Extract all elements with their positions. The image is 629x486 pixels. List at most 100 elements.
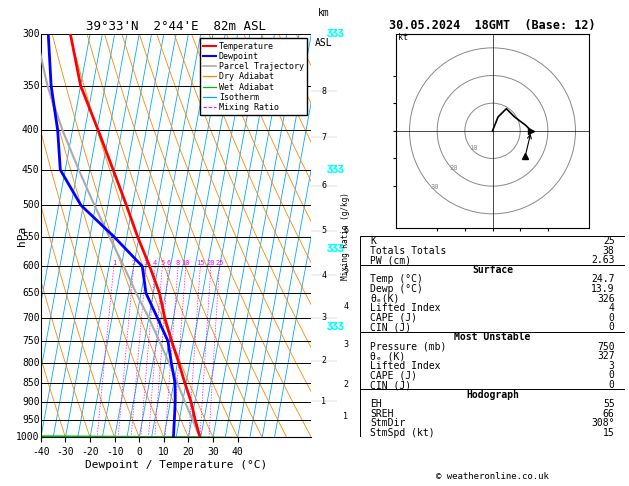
Text: Surface: Surface (472, 265, 513, 275)
Text: 900: 900 (22, 397, 40, 407)
Title: 39°33'N  2°44'E  82m ASL: 39°33'N 2°44'E 82m ASL (86, 20, 266, 33)
Text: 66: 66 (603, 409, 615, 419)
Text: 2.63: 2.63 (591, 255, 615, 265)
Text: 55: 55 (603, 399, 615, 409)
Text: 400: 400 (22, 125, 40, 136)
Text: 4: 4 (343, 302, 348, 311)
Text: 1000: 1000 (16, 433, 40, 442)
Bar (360, 332, 625, 389)
Text: 25: 25 (215, 260, 224, 266)
Text: Lifted Index: Lifted Index (370, 361, 441, 371)
Text: 25: 25 (603, 236, 615, 246)
Text: CIN (J): CIN (J) (370, 380, 411, 390)
Text: Dewp (°C): Dewp (°C) (370, 284, 423, 294)
Text: 20: 20 (450, 165, 458, 171)
Text: 350: 350 (22, 81, 40, 91)
Text: 600: 600 (22, 261, 40, 271)
Text: ƷƷƷ: ƷƷƷ (327, 165, 345, 175)
Text: 10: 10 (469, 145, 477, 151)
Text: 800: 800 (22, 358, 40, 367)
Text: 300: 300 (22, 29, 40, 39)
Text: 3: 3 (609, 361, 615, 371)
Text: 30.05.2024  18GMT  (Base: 12): 30.05.2024 18GMT (Base: 12) (389, 19, 596, 33)
Text: EH: EH (370, 399, 382, 409)
Text: Mixing Ratio (g/kg): Mixing Ratio (g/kg) (342, 192, 350, 279)
Text: CAPE (J): CAPE (J) (370, 370, 418, 381)
Text: Temp (°C): Temp (°C) (370, 275, 423, 284)
Text: 450: 450 (22, 165, 40, 175)
Text: 4: 4 (153, 260, 157, 266)
Text: 8: 8 (321, 87, 326, 96)
Text: 308°: 308° (591, 418, 615, 429)
Text: 5: 5 (160, 260, 164, 266)
Text: 5: 5 (343, 266, 348, 275)
Text: 30: 30 (430, 184, 438, 190)
Text: StmSpd (kt): StmSpd (kt) (370, 428, 435, 438)
Text: 2: 2 (321, 356, 326, 365)
Text: 700: 700 (22, 313, 40, 323)
Text: 15: 15 (603, 428, 615, 438)
Text: 4: 4 (321, 271, 326, 279)
Text: 10: 10 (182, 260, 190, 266)
Text: 3: 3 (144, 260, 148, 266)
Text: 1: 1 (321, 397, 326, 406)
Text: kt: kt (398, 33, 408, 41)
Text: 20: 20 (207, 260, 215, 266)
Bar (360, 236, 625, 264)
Text: ASL: ASL (315, 38, 333, 48)
Text: 38: 38 (603, 245, 615, 256)
Text: km: km (318, 8, 330, 18)
Text: hPa: hPa (17, 226, 27, 246)
Text: 2: 2 (131, 260, 136, 266)
Legend: Temperature, Dewpoint, Parcel Trajectory, Dry Adiabat, Wet Adiabat, Isotherm, Mi: Temperature, Dewpoint, Parcel Trajectory… (199, 38, 307, 115)
Text: 1: 1 (343, 412, 348, 421)
Text: 3: 3 (343, 340, 348, 349)
Text: θₑ(K): θₑ(K) (370, 294, 400, 304)
Text: 0: 0 (609, 313, 615, 323)
Text: 1: 1 (112, 260, 116, 266)
Text: 0: 0 (609, 380, 615, 390)
Text: 327: 327 (597, 351, 615, 361)
X-axis label: Dewpoint / Temperature (°C): Dewpoint / Temperature (°C) (85, 460, 267, 470)
Text: 5: 5 (321, 226, 326, 235)
Text: Hodograph: Hodograph (466, 390, 519, 399)
Text: 750: 750 (22, 336, 40, 346)
Text: 850: 850 (22, 378, 40, 388)
Text: StmDir: StmDir (370, 418, 406, 429)
Text: SREH: SREH (370, 409, 394, 419)
Text: 24.7: 24.7 (591, 275, 615, 284)
Text: θₑ (K): θₑ (K) (370, 351, 406, 361)
Text: 550: 550 (22, 232, 40, 242)
Text: Pressure (mb): Pressure (mb) (370, 342, 447, 352)
Text: 6: 6 (343, 226, 348, 235)
Text: K: K (370, 236, 376, 246)
Text: 15: 15 (196, 260, 204, 266)
Text: © weatheronline.co.uk: © weatheronline.co.uk (436, 472, 549, 481)
Text: 326: 326 (597, 294, 615, 304)
Text: ƷƷƷ: ƷƷƷ (327, 322, 345, 332)
Text: ƷƷƷ: ƷƷƷ (327, 244, 345, 254)
Text: 500: 500 (22, 200, 40, 210)
Text: 750: 750 (597, 342, 615, 352)
Text: ƷƷƷ: ƷƷƷ (327, 29, 345, 39)
Text: 3: 3 (321, 313, 326, 322)
Text: CIN (J): CIN (J) (370, 322, 411, 332)
Text: 0: 0 (609, 370, 615, 381)
Text: 8: 8 (176, 260, 181, 266)
Text: 6: 6 (321, 181, 326, 191)
Text: 13.9: 13.9 (591, 284, 615, 294)
Text: 650: 650 (22, 288, 40, 298)
Text: PW (cm): PW (cm) (370, 255, 411, 265)
Text: 4: 4 (609, 303, 615, 313)
Text: 0: 0 (609, 322, 615, 332)
Bar (360, 264, 625, 332)
Text: 950: 950 (22, 415, 40, 425)
Bar (360, 389, 625, 437)
Text: 7: 7 (321, 133, 326, 141)
Text: LCL: LCL (0, 485, 1, 486)
Text: 2: 2 (343, 381, 348, 389)
Text: CAPE (J): CAPE (J) (370, 313, 418, 323)
Text: Lifted Index: Lifted Index (370, 303, 441, 313)
Text: 6: 6 (166, 260, 170, 266)
Text: Most Unstable: Most Unstable (454, 332, 531, 342)
